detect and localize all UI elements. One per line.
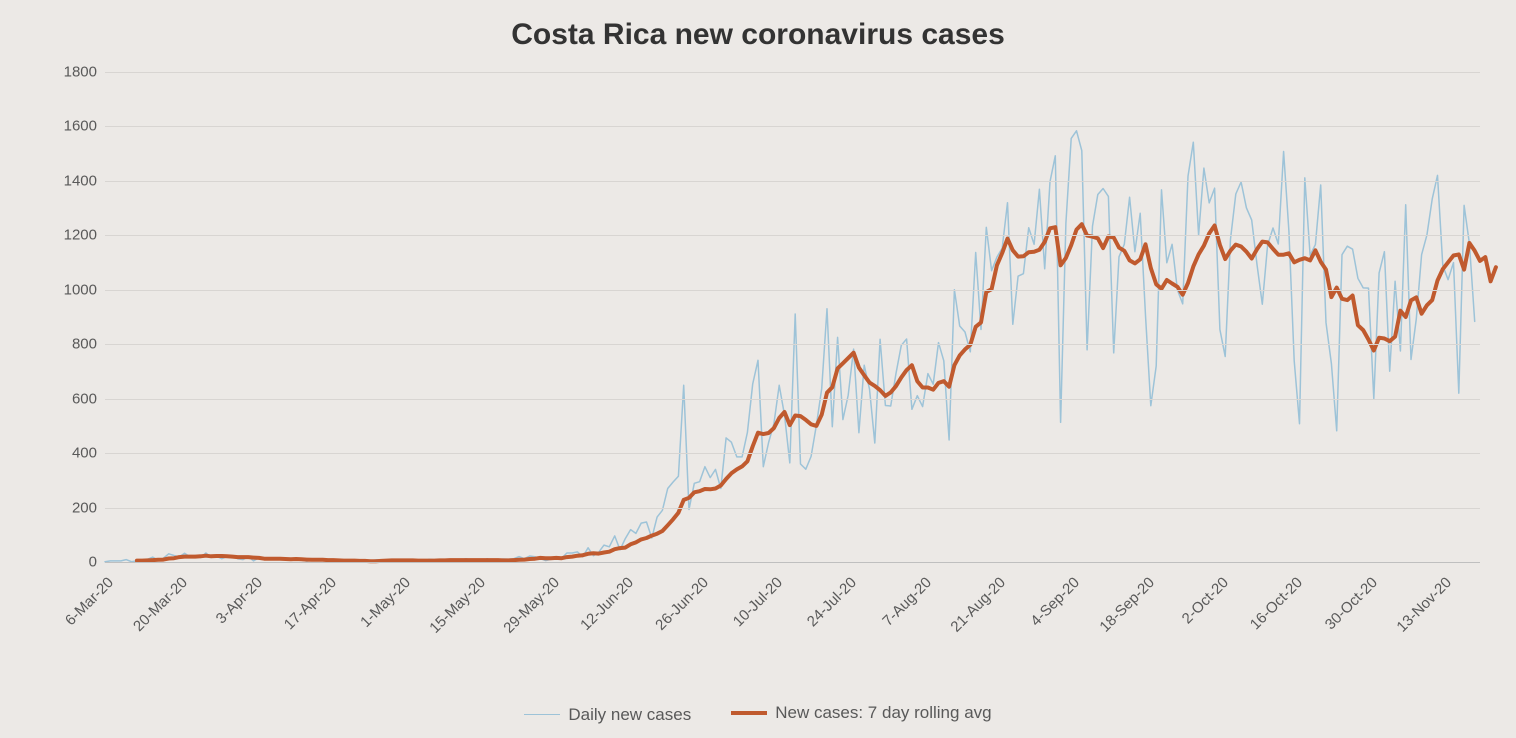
legend-swatch [524, 714, 560, 715]
x-tick-label: 24-Jul-20 [804, 574, 860, 630]
y-tick-label: 1000 [64, 281, 97, 298]
legend-label: New cases: 7 day rolling avg [775, 703, 991, 723]
gridline [105, 399, 1480, 400]
legend: Daily new cases New cases: 7 day rolling … [0, 700, 1516, 725]
chart-title: Costa Rica new coronavirus cases [0, 18, 1516, 52]
x-tick-label: 17-Apr-20 [281, 574, 340, 633]
legend-item: New cases: 7 day rolling avg [731, 703, 991, 723]
y-tick-label: 600 [72, 390, 97, 407]
x-tick-label: 6-Mar-20 [62, 574, 117, 629]
x-tick-label: 3-Apr-20 [212, 574, 265, 627]
gridline [105, 344, 1480, 345]
gridline [105, 181, 1480, 182]
gridline [105, 453, 1480, 454]
y-tick-label: 0 [89, 554, 97, 571]
x-tick-label: 4-Sep-20 [1028, 574, 1084, 630]
legend-label: Daily new cases [568, 705, 691, 725]
plot-area: 6-Mar-2020-Mar-203-Apr-2017-Apr-201-May-… [105, 72, 1480, 562]
x-tick-label: 30-Oct-20 [1321, 574, 1380, 633]
x-tick-label: 18-Sep-20 [1096, 574, 1158, 636]
x-tick-label: 2-Oct-20 [1179, 574, 1232, 627]
x-tick-label: 1-May-20 [357, 574, 414, 631]
y-tick-label: 1800 [64, 64, 97, 81]
legend-swatch [731, 711, 767, 715]
x-tick-label: 29-May-20 [500, 574, 563, 637]
y-tick-label: 1200 [64, 227, 97, 244]
x-tick-label: 12-Jun-20 [578, 574, 638, 634]
x-tick-label: 13-Nov-20 [1393, 574, 1455, 636]
series-daily_new_cases [105, 131, 1475, 562]
gridline [105, 562, 1480, 563]
y-tick-label: 800 [72, 336, 97, 353]
y-tick-label: 400 [72, 445, 97, 462]
y-tick-label: 1600 [64, 118, 97, 135]
series-seven_day_avg [137, 224, 1496, 561]
gridline [105, 126, 1480, 127]
x-tick-label: 7-Aug-20 [879, 574, 935, 630]
x-tick-label: 26-Jun-20 [652, 574, 712, 634]
x-tick-label: 21-Aug-20 [947, 574, 1009, 636]
legend-item: Daily new cases [524, 705, 691, 725]
gridline [105, 508, 1480, 509]
x-tick-label: 15-May-20 [426, 574, 489, 637]
x-tick-label: 20-Mar-20 [130, 574, 191, 635]
x-axis-ticks: 6-Mar-2020-Mar-203-Apr-2017-Apr-201-May-… [105, 562, 1480, 682]
gridline [105, 290, 1480, 291]
y-tick-label: 1400 [64, 172, 97, 189]
chart-container: Costa Rica new coronavirus cases 6-Mar-2… [0, 0, 1516, 738]
x-tick-label: 16-Oct-20 [1247, 574, 1306, 633]
chart-lines [105, 72, 1480, 562]
gridline [105, 72, 1480, 73]
y-tick-label: 200 [72, 499, 97, 516]
gridline [105, 235, 1480, 236]
x-tick-label: 10-Jul-20 [730, 574, 786, 630]
